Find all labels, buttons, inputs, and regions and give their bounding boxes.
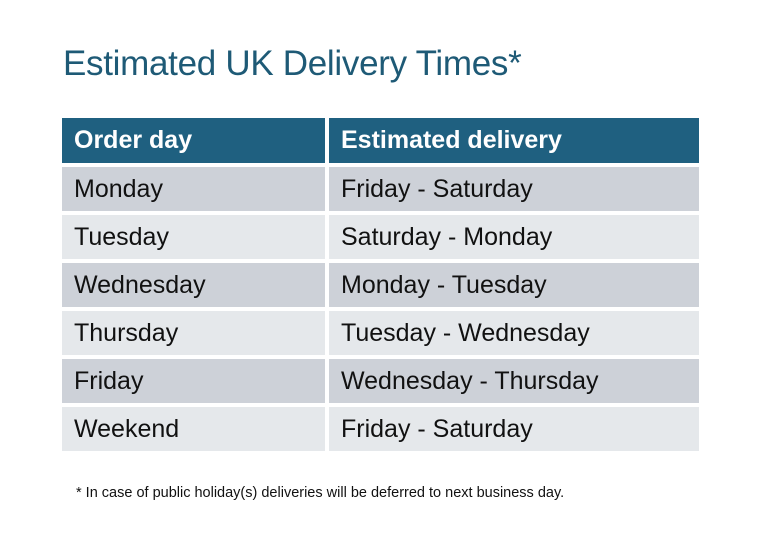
estimated-delivery-cell: Wednesday - Thursday (329, 359, 699, 403)
table-row: Friday Wednesday - Thursday (62, 359, 699, 403)
order-day-cell: Tuesday (62, 215, 325, 259)
estimated-delivery-cell: Monday - Tuesday (329, 263, 699, 307)
table-header: Order day Estimated delivery (62, 118, 699, 163)
table-row: Tuesday Saturday - Monday (62, 215, 699, 259)
order-day-cell: Wednesday (62, 263, 325, 307)
estimated-delivery-cell: Friday - Saturday (329, 407, 699, 451)
delivery-table: Order day Estimated delivery Monday Frida… (58, 114, 703, 455)
table-row: Thursday Tuesday - Wednesday (62, 311, 699, 355)
order-day-cell: Weekend (62, 407, 325, 451)
table-row: Weekend Friday - Saturday (62, 407, 699, 451)
page-title: Estimated UK Delivery Times* (63, 44, 522, 83)
table-row: Wednesday Monday - Tuesday (62, 263, 699, 307)
estimated-delivery-cell: Friday - Saturday (329, 167, 699, 211)
table-row: Monday Friday - Saturday (62, 167, 699, 211)
order-day-cell: Thursday (62, 311, 325, 355)
estimated-delivery-cell: Saturday - Monday (329, 215, 699, 259)
header-estimated-delivery: Estimated delivery (329, 118, 699, 163)
estimated-delivery-cell: Tuesday - Wednesday (329, 311, 699, 355)
order-day-cell: Friday (62, 359, 325, 403)
order-day-cell: Monday (62, 167, 325, 211)
header-order-day: Order day (62, 118, 325, 163)
footnote: * In case of public holiday(s) deliverie… (76, 485, 565, 501)
